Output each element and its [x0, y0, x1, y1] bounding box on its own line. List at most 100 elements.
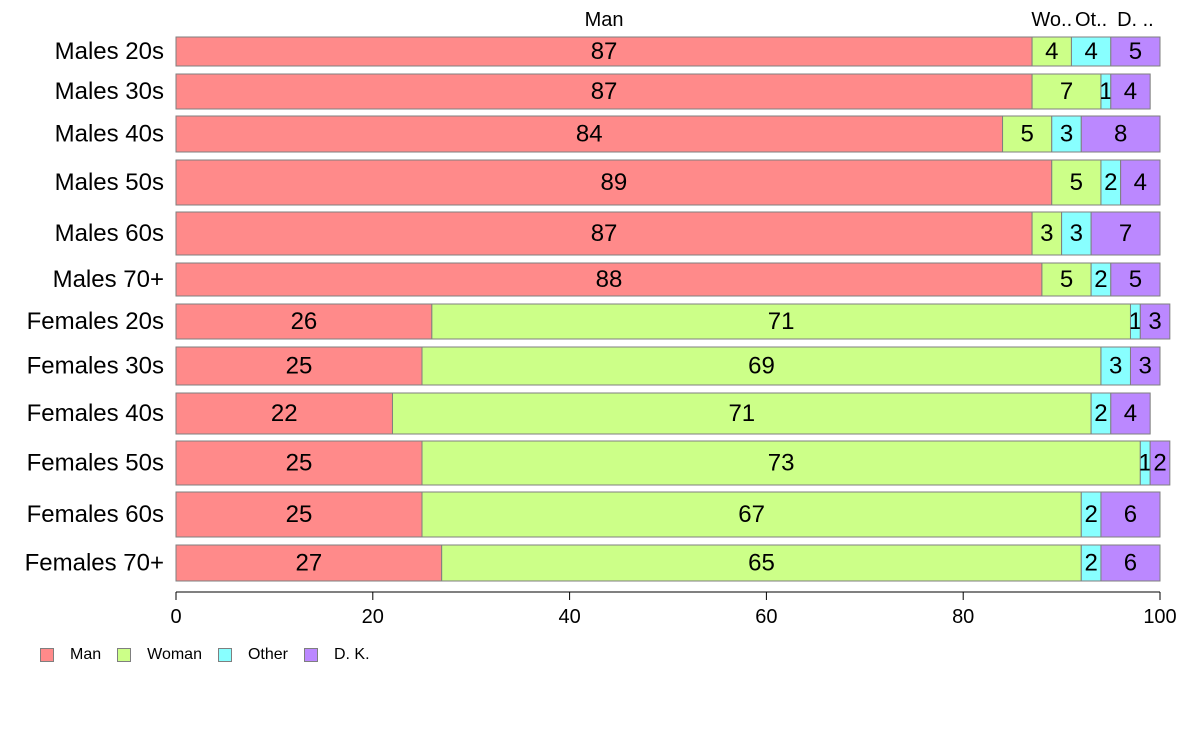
data-label: 25 [286, 353, 313, 380]
row-label: Males 70+ [53, 266, 164, 293]
bar-segment [1139, 303, 1171, 340]
data-label: 3 [1109, 353, 1122, 380]
legend-item: Woman [117, 646, 202, 664]
bar-segment [175, 491, 423, 538]
legend: Man Woman Other D. K. [40, 646, 386, 664]
legend-swatch [217, 648, 232, 662]
data-label: 1 [1099, 78, 1112, 105]
bar-segment [175, 36, 1033, 67]
x-tick-label: 40 [558, 606, 580, 628]
data-label: 4 [1084, 38, 1097, 65]
row-label: Males 20s [55, 38, 164, 65]
legend-item: Other [217, 646, 288, 664]
row-label: Males 50s [55, 169, 164, 196]
bar-segment [175, 262, 1043, 297]
bar-segment [1031, 211, 1063, 256]
bar-segment [1002, 115, 1053, 153]
x-tick-label: 80 [952, 606, 974, 628]
data-label: 84 [576, 121, 603, 148]
bar-segment [1080, 115, 1161, 153]
bar-segment [1100, 544, 1161, 582]
row-label: Females 60s [27, 501, 164, 528]
row-label: Females 20s [27, 308, 164, 335]
data-label: 87 [591, 38, 618, 65]
data-label: 65 [748, 550, 775, 577]
bar-segment [175, 346, 423, 386]
bar-segment [175, 544, 443, 582]
bar-segment [1149, 440, 1171, 486]
data-label: 4 [1124, 400, 1137, 427]
row-label: Females 70+ [25, 550, 164, 577]
data-label: 7 [1119, 220, 1132, 247]
bar-segment [1100, 346, 1131, 386]
bar-segment [1100, 491, 1161, 538]
data-label: 5 [1060, 266, 1073, 293]
data-label: 2 [1094, 400, 1107, 427]
data-label: 25 [286, 450, 313, 477]
data-label: 3 [1060, 121, 1073, 148]
data-label: 4 [1134, 169, 1147, 196]
legend-swatch [40, 648, 54, 662]
data-label: 1 [1139, 450, 1152, 477]
data-label: 4 [1045, 38, 1058, 65]
data-label: 2 [1094, 266, 1107, 293]
bar-segment [1110, 36, 1161, 67]
x-tick-label: 60 [755, 606, 777, 628]
bar-segment [175, 115, 1004, 153]
bar-segment [431, 303, 1131, 340]
data-label: 71 [728, 400, 755, 427]
column-header-label: Wo.. [1031, 9, 1072, 31]
data-label: 27 [295, 550, 322, 577]
legend-item: D. K. [303, 646, 370, 664]
bar-segment [1041, 262, 1092, 297]
row-label: Females 50s [27, 450, 164, 477]
bar-segment [1120, 159, 1161, 206]
data-label: 8 [1114, 121, 1127, 148]
data-label: 5 [1129, 38, 1142, 65]
column-header-label: Ot.. [1075, 9, 1107, 31]
data-label: 1 [1129, 308, 1142, 335]
legend-label: Woman [147, 646, 202, 663]
x-tick-label: 100 [1143, 606, 1176, 628]
data-label: 3 [1040, 220, 1053, 247]
row-label: Females 30s [27, 353, 164, 380]
bar-segment [1031, 73, 1102, 110]
column-header-label: D. .. [1117, 9, 1154, 31]
bar-segment [175, 303, 433, 340]
data-label: 87 [591, 78, 618, 105]
data-label: 2 [1084, 550, 1097, 577]
data-label: 2 [1084, 501, 1097, 528]
legend-label: Other [247, 646, 288, 663]
data-label: 6 [1124, 550, 1137, 577]
x-tick-label: 0 [170, 606, 181, 628]
bar-segment [175, 159, 1053, 206]
data-label: 73 [768, 450, 795, 477]
data-label: 71 [768, 308, 795, 335]
data-label: 3 [1148, 308, 1161, 335]
row-label: Males 30s [55, 78, 164, 105]
data-label: 67 [738, 501, 765, 528]
data-label: 89 [601, 169, 628, 196]
legend-label: D. K. [333, 646, 370, 663]
data-label: 5 [1070, 169, 1083, 196]
data-label: 69 [748, 353, 775, 380]
bar-segment [421, 440, 1141, 486]
data-label: 88 [596, 266, 623, 293]
bar-segment [1129, 346, 1161, 386]
data-label: 5 [1129, 266, 1142, 293]
data-label: 2 [1104, 169, 1117, 196]
bar-segment [175, 440, 423, 486]
legend-swatch [117, 648, 132, 662]
row-label: Males 60s [55, 220, 164, 247]
row-label: Females 40s [27, 400, 164, 427]
data-label: 25 [286, 501, 313, 528]
legend-label: Man [70, 646, 102, 663]
data-label: 7 [1060, 78, 1073, 105]
legend-item: Man [40, 646, 101, 664]
row-labels: Males 20s Males 30s Males 40s Males 50s Male… [25, 38, 164, 577]
bar-segment [175, 392, 393, 435]
bar-segment [1110, 262, 1161, 297]
bars: 87 4 4 587 7 1 484 5 3 889 5 2 487 3 3 788 5 2 526 71 1 325 69… [175, 36, 1171, 582]
data-label: 3 [1139, 353, 1152, 380]
